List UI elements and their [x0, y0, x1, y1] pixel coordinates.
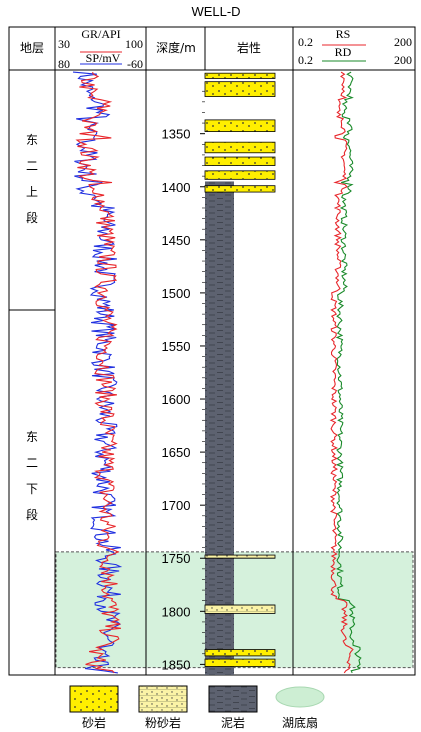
depth-tick-label: 1700 [162, 498, 191, 513]
rs-curve-label: RS [336, 27, 351, 41]
sp-curve-label: SP/mV [86, 51, 121, 65]
rd-scale-max: 200 [394, 53, 412, 67]
rd-curve-label: RD [335, 45, 352, 59]
legend-label-fan: 湖底扇 [282, 715, 318, 730]
log-curves [72, 71, 362, 674]
sandstone-bed [204, 156, 276, 166]
rd-scale-min: 0.2 [298, 53, 313, 67]
sandstone-bed [204, 658, 276, 667]
rs-curve [329, 71, 354, 674]
depth-header: 深度/m [156, 40, 196, 55]
depth-axis: 1350 1400 1450 1500 1550 1600 1650 1700 1750 1800… [162, 90, 205, 672]
siltstone-bed [204, 604, 276, 614]
sp-scale-min: 80 [58, 57, 70, 71]
sandstone-bed [204, 72, 276, 79]
depth-tick-label: 1450 [162, 233, 191, 248]
rd-curve [335, 71, 362, 674]
gr-scale-max: 100 [125, 37, 143, 51]
chart-title: WELL-D [191, 4, 240, 19]
lithology-legend: 砂岩 粉砂岩 泥岩 湖底扇 [69, 685, 325, 730]
depth-tick-label: 1550 [162, 339, 191, 354]
zone-label-char: 段 [26, 507, 38, 522]
sp-curve [72, 71, 123, 674]
mudstone-column [205, 181, 234, 675]
sp-scale-max: -60 [127, 57, 143, 71]
lithology-column [204, 72, 276, 675]
depth-tick-label: 1600 [162, 392, 191, 407]
legend-swatch-mudstone [208, 685, 258, 713]
sandstone-bed [204, 81, 276, 97]
legend-label-siltstone: 粉砂岩 [145, 715, 181, 730]
legend-swatch-siltstone [138, 685, 188, 713]
sandstone-bed [204, 141, 276, 154]
depth-tick-label: 1400 [162, 180, 191, 195]
depth-tick-label: 1500 [162, 286, 191, 301]
sandstone-bed [204, 649, 276, 657]
depth-tick-label: 1350 [162, 127, 191, 142]
siltstone-bed [204, 554, 276, 559]
legend-label-mudstone: 泥岩 [221, 715, 245, 730]
depth-tick-label: 1750 [162, 551, 191, 566]
zone-label-char: 段 [26, 210, 38, 225]
sandstone-bed [204, 170, 276, 180]
legend-label-sandstone: 砂岩 [82, 715, 106, 730]
zone-label-char: 东 [26, 133, 38, 147]
gr-curve [75, 71, 121, 674]
gr-curve-label: GR/API [81, 27, 120, 41]
legend-swatch-sandstone [69, 685, 119, 713]
zone-label-char: 二 [26, 159, 38, 173]
gr-scale-min: 30 [58, 37, 70, 51]
zone-label-char: 东 [26, 430, 38, 444]
sandstone-bed [204, 119, 276, 132]
legend-swatch-fan [275, 686, 325, 708]
depth-tick-label: 1650 [162, 445, 191, 460]
zone-label-char: 上 [26, 185, 38, 199]
rs-scale-max: 200 [394, 35, 412, 49]
zone-label-char: 二 [26, 456, 38, 470]
rs-scale-min: 0.2 [298, 35, 313, 49]
lithology-header: 岩性 [237, 40, 261, 55]
formation-header: 地层 [20, 41, 44, 55]
zone-label-char: 下 [26, 482, 38, 496]
depth-tick-label: 1850 [162, 657, 191, 672]
sandstone-bed [204, 185, 276, 193]
depth-tick-label: 1800 [162, 604, 191, 619]
